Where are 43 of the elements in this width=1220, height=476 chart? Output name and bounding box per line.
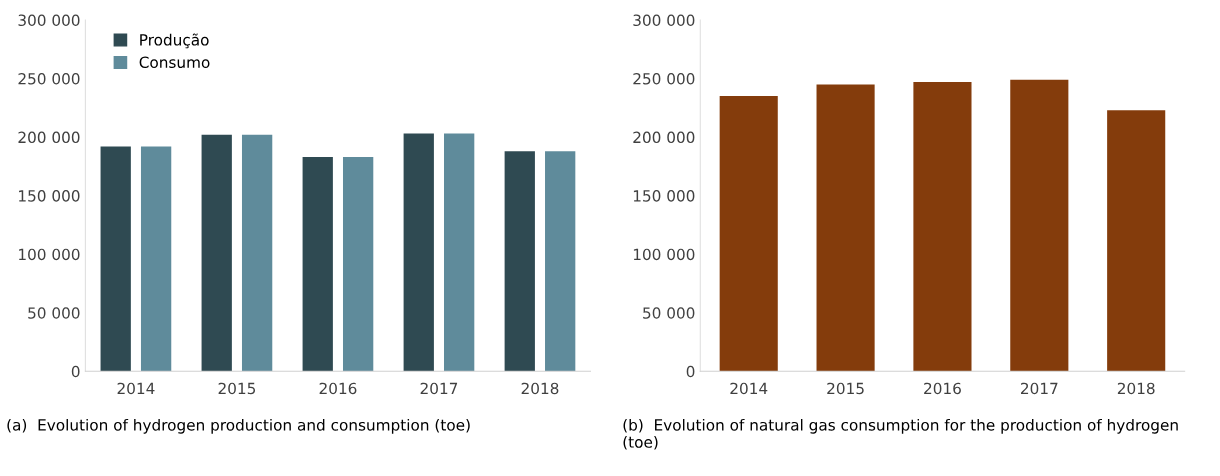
y-tick-label: 50 000 — [28, 307, 80, 319]
y-tick-label: 250 000 — [18, 73, 80, 85]
x-tick-label: 2016 — [924, 382, 961, 395]
x-tick-label: 2015 — [218, 382, 256, 395]
bar — [302, 156, 333, 372]
bar — [719, 96, 778, 372]
x-tick-label: 2016 — [319, 382, 357, 395]
bar — [913, 82, 972, 372]
bar — [1010, 79, 1069, 372]
bar — [201, 134, 232, 372]
y-tick-label: 100 000 — [19, 248, 80, 261]
y-tick-label: 250 000 — [633, 73, 695, 85]
y-tick-label: 300 000 — [18, 14, 80, 27]
x-tick-label: 2014 — [730, 382, 768, 395]
bar — [342, 156, 374, 372]
bar — [816, 84, 875, 372]
y-tick-label: 200 000 — [18, 131, 80, 144]
bar — [100, 146, 131, 372]
x-tick-label: 2018 — [1117, 382, 1155, 395]
x-tick-label: 2018 — [521, 382, 559, 395]
text: (a) Evolution of hydrogen production and consumption (toe) — [7, 418, 470, 434]
bar — [140, 146, 172, 372]
x-tick-label: 2014 — [117, 382, 155, 395]
bar — [403, 133, 434, 372]
y-tick-label: 100 000 — [633, 248, 695, 261]
bar — [545, 151, 576, 372]
y-tick-label: 200 000 — [633, 131, 695, 144]
y-tick-label: 150 000 — [19, 190, 80, 202]
y-tick-label: 0 — [686, 365, 695, 378]
legend-label: Consumo — [139, 56, 210, 69]
x-tick-label: 2015 — [827, 382, 864, 395]
y-tick-label: 50 000 — [643, 307, 695, 319]
bar — [444, 133, 475, 372]
legend-label: Produção — [140, 33, 209, 49]
bar — [1107, 110, 1166, 372]
bar — [241, 134, 273, 372]
bar — [504, 151, 535, 372]
y-tick-label: 150 000 — [633, 190, 695, 202]
y-tick-label: 300 000 — [633, 14, 695, 27]
x-tick-label: 2017 — [420, 382, 458, 395]
y-tick-label: 0 — [71, 365, 80, 378]
x-tick-label: 2017 — [1021, 382, 1058, 395]
text: (b) Evolution of natural gas consumption for the production of hydrogen (toe) — [623, 418, 1178, 450]
